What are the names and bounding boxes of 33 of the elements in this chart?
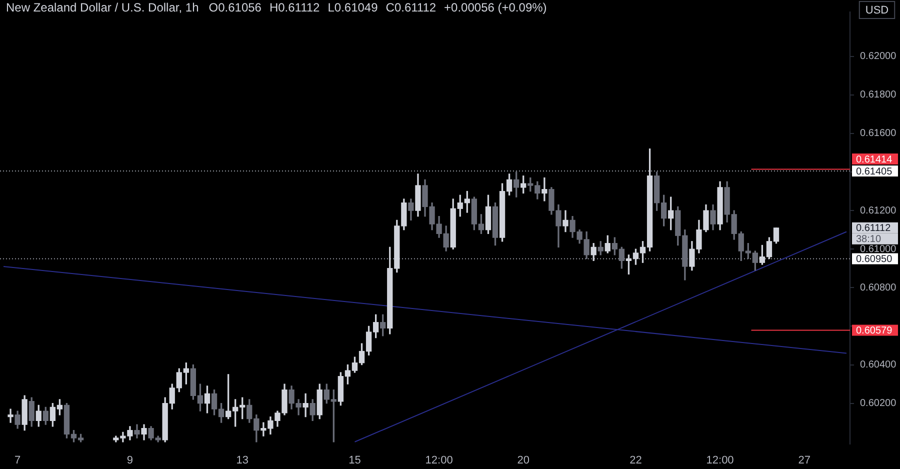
x-tick-label: 27 xyxy=(798,454,810,466)
annotation: +0.00056 (+0.09%) xyxy=(444,0,547,14)
annotation: C0.61112 xyxy=(386,0,436,14)
y-tick-label: 0.60200 xyxy=(860,398,897,410)
text: 38:10 xyxy=(856,234,882,246)
y-tick-label: 0.62000 xyxy=(860,51,897,62)
x-tick-label: 12:00 xyxy=(425,454,453,466)
y-tick-label: 0.61000 xyxy=(860,244,897,255)
y-tick-label: 0.61600 xyxy=(860,128,897,140)
annotation: L0.61049 xyxy=(328,0,378,14)
chart-title: New Zealand Dollar / U.S. Dollar, 1h xyxy=(6,0,199,14)
x-tick-label: 9 xyxy=(126,454,134,466)
y-tick-label: 0.60400 xyxy=(860,360,897,371)
ref-line-label: 0.60950 xyxy=(856,254,893,265)
x-tick-label: 15 xyxy=(348,454,361,466)
ref-line-label: 0.60579 xyxy=(856,326,893,337)
candlestick xyxy=(8,408,14,423)
y-tick-label: 0.61200 xyxy=(860,205,897,216)
annotation: O0.61056 xyxy=(208,0,262,14)
ref-line-label: 0.61414 xyxy=(856,154,893,166)
y-tick-label: 0.60800 xyxy=(860,282,897,294)
text: 0.61112 xyxy=(856,223,892,234)
x-tick-label: 7 xyxy=(14,454,21,466)
x-tick-label: 13 xyxy=(236,454,248,466)
x-tick-label: 12:00 xyxy=(706,454,734,466)
annotation: H0.61112 xyxy=(269,0,320,14)
y-axis-title: USD xyxy=(865,4,889,17)
x-tick-label: 20 xyxy=(517,454,530,466)
y-tick-label: 0.61800 xyxy=(860,90,897,101)
candlestick xyxy=(302,393,308,418)
ref-line-label: 0.61405 xyxy=(856,166,893,178)
candlestick xyxy=(542,177,548,202)
x-tick-label: 22 xyxy=(630,454,642,466)
